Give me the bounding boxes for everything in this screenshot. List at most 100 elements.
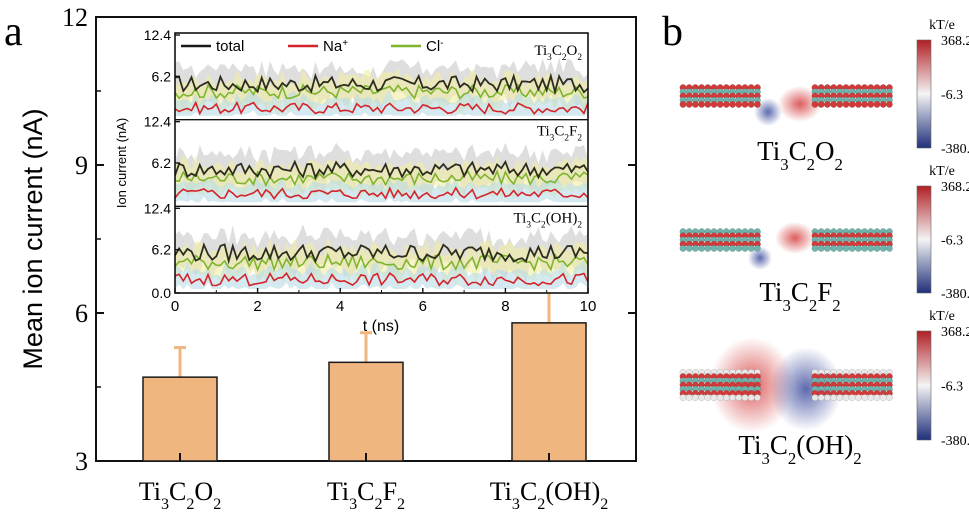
atom <box>830 394 837 401</box>
inset-axes: 0 2 4 6 8 10 12.4 6.2 12.4 6.2 12.4 6.2 0.0 <box>144 27 597 315</box>
positive-field <box>775 222 815 254</box>
map-label: Ti3C2F2 <box>759 277 840 315</box>
atom <box>873 101 881 108</box>
atom <box>698 101 705 108</box>
atom <box>811 101 819 108</box>
atom <box>886 101 893 108</box>
atom <box>704 394 712 401</box>
atom <box>716 101 724 108</box>
inset-y-label: Ion current (nA) <box>114 118 129 208</box>
slab-left <box>679 84 761 108</box>
x-tick-label: Ti3C2(OH)2 <box>490 477 609 513</box>
inset-y-tick-label: 12.4 <box>144 200 171 216</box>
legend-label-total: total <box>216 38 244 55</box>
inset-x-label: t (ns) <box>363 318 399 335</box>
atom <box>861 394 868 401</box>
negative-field <box>770 347 842 431</box>
inset-x-tick-label: 4 <box>336 298 344 315</box>
colorbar-tick-label: -6.3 <box>941 234 963 249</box>
atom <box>679 244 687 252</box>
inset-y-tick-label: 0.0 <box>152 285 172 301</box>
atom <box>879 394 887 401</box>
atom <box>830 101 837 108</box>
total-line <box>174 72 589 96</box>
y-tick-label: 12 <box>62 3 88 32</box>
atom <box>848 394 856 401</box>
slab-left <box>679 228 761 252</box>
atom <box>685 394 693 401</box>
colorbar-gradient <box>916 330 932 441</box>
slab-right <box>811 228 893 252</box>
atom <box>842 394 850 401</box>
potential-maps: Ti3C2O2kT/e368.2-6.3-380.8Ti3C2F2kT/e368… <box>679 18 969 468</box>
y-tick-label: 3 <box>75 447 88 476</box>
negative-field <box>748 246 772 270</box>
atom <box>704 244 712 252</box>
atom <box>879 101 887 108</box>
x-tick-label: Ti3C2O2 <box>139 477 222 513</box>
total-line <box>174 159 589 180</box>
atom <box>710 394 718 401</box>
atom <box>817 394 825 401</box>
colorbar-tick-label: 368.2 <box>941 180 969 195</box>
na-line <box>174 271 589 287</box>
atom <box>861 101 868 108</box>
atom <box>842 101 850 108</box>
atom <box>811 394 819 401</box>
atom <box>830 244 837 252</box>
potential-map-2: Ti3C2F2 <box>679 222 893 315</box>
atom <box>886 394 893 401</box>
slab-right <box>811 84 893 108</box>
na-line <box>174 186 589 201</box>
bar-series <box>142 289 587 462</box>
atom <box>729 244 736 252</box>
inset-series: Ti3C2O2 Ti3C2F2 Ti3C2(OH)2 <box>174 43 589 289</box>
atom <box>848 244 856 252</box>
atom <box>698 394 705 401</box>
atom <box>836 394 844 401</box>
panel-b-label: b <box>662 9 683 55</box>
atom <box>873 394 881 401</box>
colorbar-tick-label: -380.8 <box>941 142 969 157</box>
cl-line <box>174 252 589 273</box>
atom <box>679 394 687 401</box>
atom <box>692 394 699 401</box>
colorbar-tick-label: -380.8 <box>941 434 969 449</box>
y-tick-label: 6 <box>75 299 88 328</box>
atom <box>817 101 825 108</box>
cl-line <box>174 169 589 188</box>
atom <box>735 101 743 108</box>
atom <box>842 244 850 252</box>
negative-field <box>754 98 782 126</box>
atom <box>817 244 825 252</box>
na-band <box>175 260 588 289</box>
atom <box>855 244 862 252</box>
inset-y-tick-label: 12.4 <box>144 27 171 43</box>
colorbar-unit: kT/e <box>929 309 955 324</box>
atom <box>716 244 724 252</box>
atom <box>698 244 705 252</box>
atom <box>836 101 844 108</box>
na-line <box>174 100 589 116</box>
legend-label-cl: Cl- <box>426 38 444 56</box>
inset-y-tick-label: 12.4 <box>144 114 171 130</box>
atom <box>867 101 875 108</box>
atom <box>879 244 887 252</box>
atom <box>723 101 730 108</box>
slab-left <box>679 368 761 401</box>
bar <box>511 322 587 462</box>
atom <box>741 101 749 108</box>
inset-y-tick-label: 6.2 <box>152 155 172 171</box>
inset-x-tick-label: 10 <box>580 298 597 315</box>
atom <box>716 394 724 401</box>
atom <box>729 394 736 401</box>
inset-legend: total Na+ Cl- <box>181 38 444 56</box>
inset-x-tick-label: 0 <box>171 298 179 315</box>
bar-chart-y-axis: 3 6 9 12 <box>62 3 636 476</box>
atom <box>824 244 831 252</box>
atom <box>679 101 687 108</box>
inset-x-tick-label: 8 <box>501 298 509 315</box>
bar-chart-y-label: Mean ion current (nA) <box>18 108 48 369</box>
atom <box>685 101 693 108</box>
